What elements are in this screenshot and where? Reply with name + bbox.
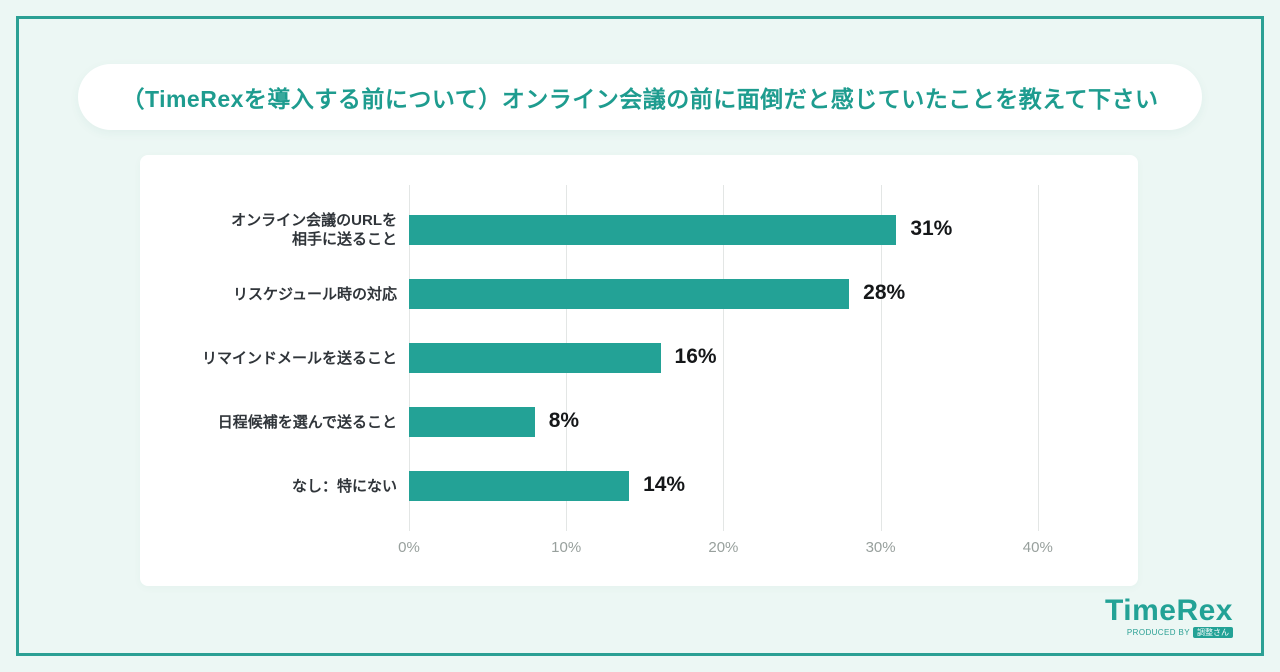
category-label: オンライン会議のURLを 相手に送ること <box>231 212 397 248</box>
teal-border-frame <box>16 16 1264 656</box>
x-tick-label: 10% <box>551 539 582 556</box>
category-label: 日程候補を選んで送ること <box>217 413 397 431</box>
brand-logo-block: TimeRex PRODUCED BY 調整さん <box>1105 596 1233 638</box>
gridline <box>880 185 882 531</box>
x-tick-label: 0% <box>398 539 420 556</box>
gridline <box>723 185 725 531</box>
x-tick-label: 20% <box>708 539 739 556</box>
category-label: リスケジュール時の対応 <box>233 285 397 303</box>
bar <box>409 471 630 501</box>
bar <box>409 343 661 373</box>
value-label: 28% <box>863 281 906 304</box>
gridline <box>1037 185 1039 531</box>
category-label: リマインドメールを送ること <box>201 349 397 367</box>
question-title: （TimeRexを導入する前について）オンライン会議の前に面倒だと感じていたこと… <box>121 86 1159 112</box>
bar <box>409 279 850 309</box>
timerex-logo: TimeRex <box>1104 594 1233 627</box>
bar-chart: 0% 10% 20% 30% 40% オンライン会議のURLを 相手に送ること 31% リスケジ… <box>140 155 1138 586</box>
question-header-pill: （TimeRexを導入する前について）オンライン会議の前に面倒だと感じていたこと… <box>78 64 1202 130</box>
chart-panel: 0% 10% 20% 30% 40% オンライン会議のURLを 相手に送ること 31% リスケジ… <box>140 155 1138 586</box>
bar <box>409 215 897 245</box>
value-label: 31% <box>910 217 953 240</box>
category-label: なし：特にない <box>291 477 397 495</box>
bar <box>409 407 535 437</box>
value-label: 14% <box>643 473 686 496</box>
value-label: 16% <box>674 345 717 368</box>
value-label: 8% <box>548 409 580 432</box>
producer-badge: 調整さん <box>1193 627 1233 638</box>
x-tick-label: 40% <box>1022 539 1053 556</box>
produced-by-label: PRODUCED BY <box>1126 628 1190 637</box>
x-tick-label: 30% <box>865 539 896 556</box>
logo-subline: PRODUCED BY 調整さん <box>1105 627 1233 638</box>
